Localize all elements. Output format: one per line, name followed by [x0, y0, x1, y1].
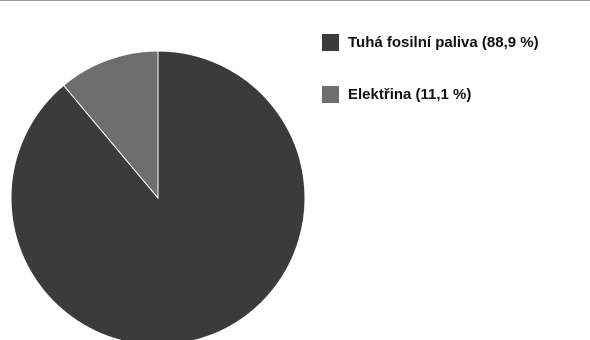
legend-item-elektrina: Elektřina (11,1 %) — [322, 83, 539, 105]
legend: Tuhá fosilní paliva (88,9 %) Elektřina (… — [322, 31, 539, 135]
legend-label-tuha-fosilni-paliva: Tuhá fosilní paliva (88,9 %) — [348, 33, 539, 51]
legend-swatch-tuha-fosilni-paliva — [322, 33, 339, 51]
legend-item-tuha-fosilni-paliva: Tuhá fosilní paliva (88,9 %) — [322, 31, 539, 53]
pie-slice-elektrina — [62, 50, 159, 200]
legend-label-elektrina: Elektřina (11,1 %) — [348, 85, 472, 103]
legend-swatch-elektrina — [322, 85, 339, 103]
